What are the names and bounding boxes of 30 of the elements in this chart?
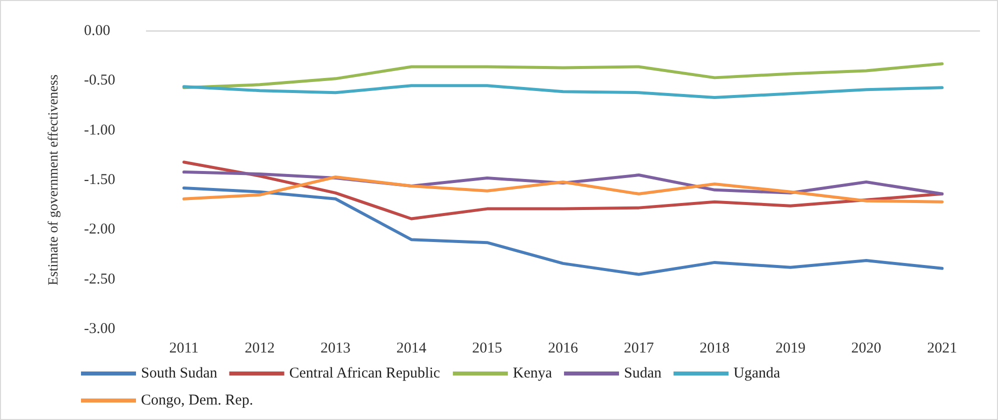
line-series <box>182 176 944 204</box>
y-tick-label: -1.00 <box>84 122 116 138</box>
y-tick-label: -2.00 <box>84 222 116 238</box>
x-tick-label: 2016 <box>548 340 578 356</box>
x-tick-label: 2015 <box>472 340 502 356</box>
x-tick-label: 2021 <box>927 340 958 356</box>
x-tick-label: 2017 <box>624 340 654 356</box>
y-tick-label: -3.00 <box>84 321 116 337</box>
legend-label: Uganda <box>734 366 781 382</box>
legend-label: South Sudan <box>141 366 218 382</box>
line-series <box>182 160 944 220</box>
line-series <box>182 186 944 276</box>
line-series <box>182 62 944 90</box>
legend-label: Sudan <box>624 366 662 382</box>
y-tick-label: -0.50 <box>84 72 116 89</box>
legend-label: Kenya <box>512 366 552 382</box>
x-tick-label: 2011 <box>169 340 199 356</box>
x-tick-label: 2019 <box>775 340 806 356</box>
line-series <box>182 84 944 100</box>
x-tick-label: 2018 <box>700 340 730 356</box>
x-tick-label: 2012 <box>244 340 275 356</box>
x-tick-label: 2014 <box>396 340 427 356</box>
y-tick-label: 0.00 <box>84 23 110 39</box>
x-tick-label: 2013 <box>320 340 351 356</box>
legend-label: Central African Republic <box>289 366 440 382</box>
y-tick-label: -2.50 <box>84 271 116 288</box>
y-axis-title: Estimate of government effectiveness <box>46 74 62 286</box>
y-tick-label: -1.50 <box>84 172 116 188</box>
x-tick-label: 2020 <box>851 340 882 356</box>
legend-label: Congo, Dem. Rep. <box>141 392 254 408</box>
